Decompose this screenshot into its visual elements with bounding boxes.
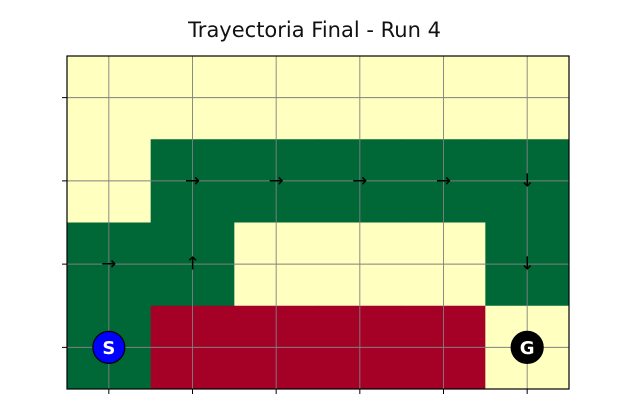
path-arrow: ↓	[520, 170, 535, 191]
path-arrow: →	[436, 170, 451, 191]
chart-title: Trayectoria Final - Run 4	[188, 18, 441, 42]
path-arrow: ↑	[185, 254, 200, 275]
path-arrow: →	[101, 254, 116, 275]
path-arrow: →	[269, 170, 284, 191]
path-arrow: →	[185, 170, 200, 191]
path-arrow: ↓	[520, 254, 535, 275]
start-label: S	[102, 338, 115, 359]
axes-frame	[66, 55, 570, 390]
start-marker	[92, 330, 126, 364]
goal-label: G	[520, 338, 535, 359]
goal-marker	[510, 330, 544, 364]
path-arrow: →	[352, 170, 367, 191]
